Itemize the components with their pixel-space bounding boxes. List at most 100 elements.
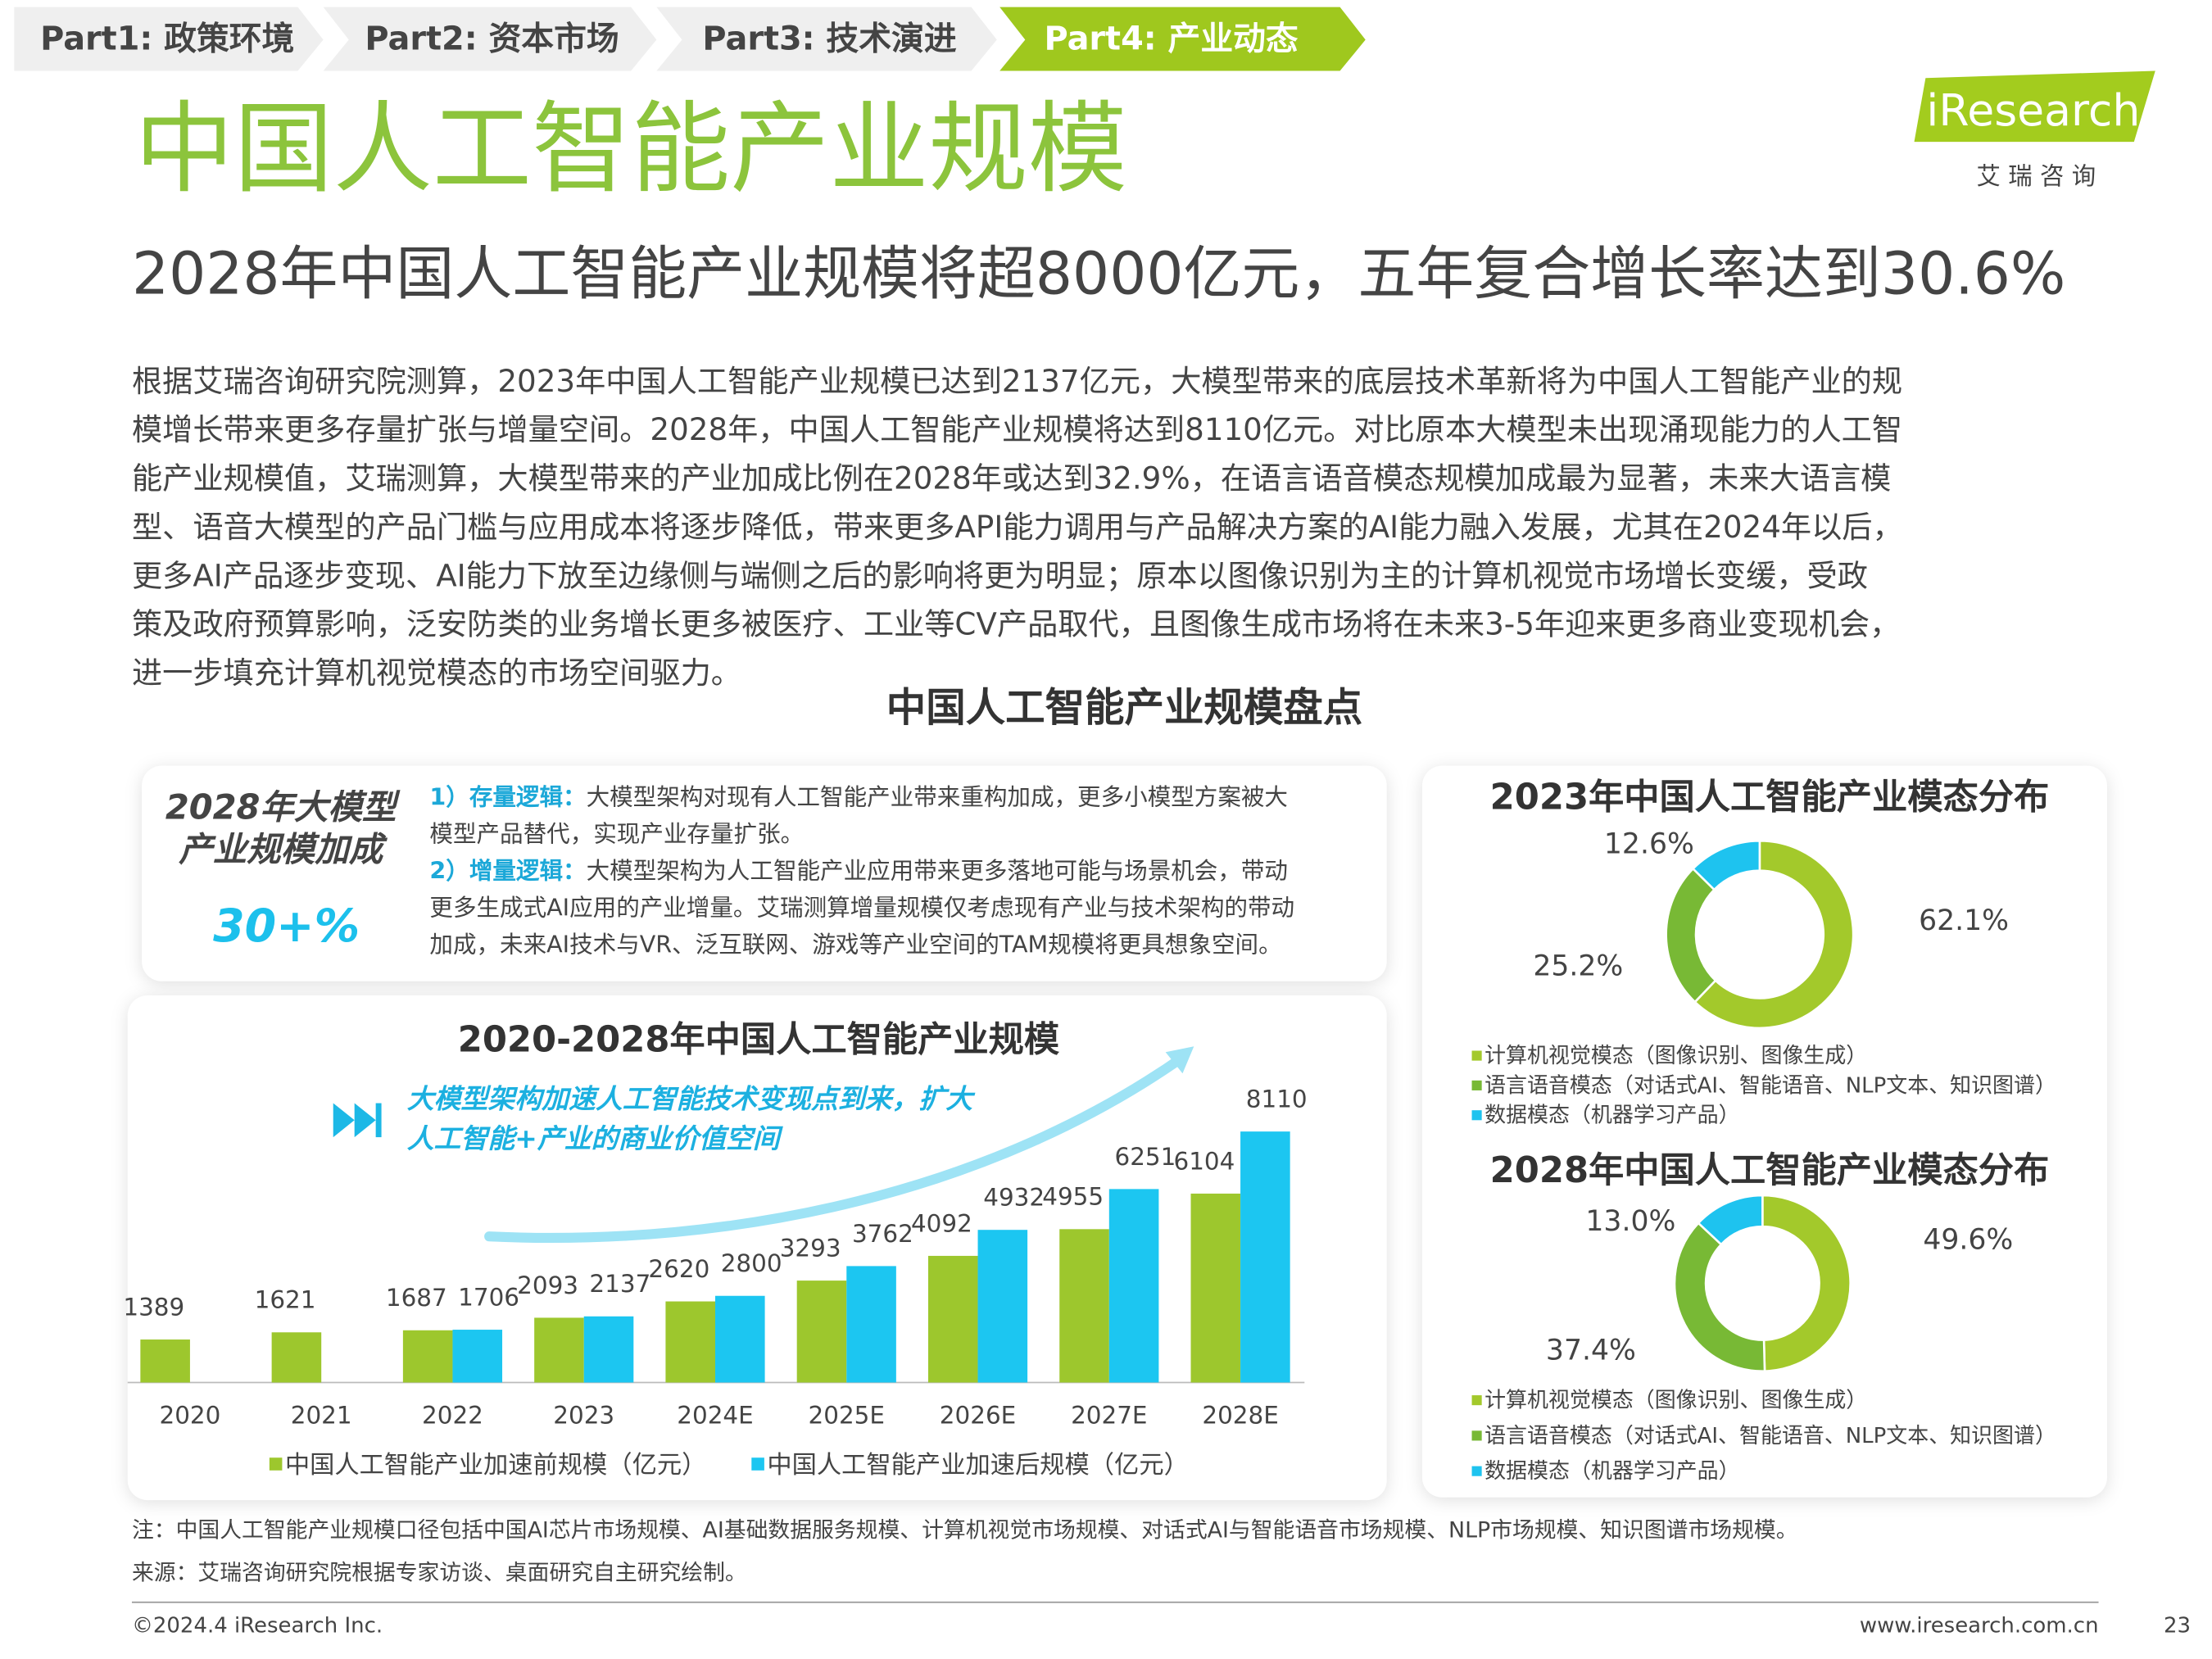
body-text: 根据艾瑞咨询研究院测算，2023年中国人工智能产业规模已达到2137亿元，大模型… (132, 363, 1903, 691)
x-tick-label: 2020 (160, 1402, 221, 1430)
body-line: 根据艾瑞咨询研究院测算，2023年中国人工智能产业规模已达到2137亿元，大模型… (132, 363, 1902, 399)
nav-tab[interactable] (656, 7, 997, 71)
nav-tab[interactable] (14, 7, 324, 71)
value-label: 2137 (589, 1270, 650, 1298)
donut-slice (1673, 1222, 1766, 1372)
bar (534, 1317, 584, 1383)
value-label: 37.4% (1546, 1334, 1636, 1367)
value-label: 1621 (255, 1286, 316, 1314)
legend-swatch (1471, 1110, 1482, 1121)
legend-label: 中国人工智能产业加速后规模（亿元） (767, 1451, 1189, 1480)
body-line: 模增长带来更多存量扩张与增量空间。2028年，中国人工智能产业规模将达到8110… (132, 411, 1902, 447)
arrow-head (1165, 1046, 1194, 1074)
item-line: 模型产品替代，实现产业存量扩张。 (429, 819, 804, 847)
ff-icon (375, 1103, 382, 1138)
highlight-items: 1）存量逻辑：大模型架构对现有人工智能产业带来重构加成，更多小模型方案被大模型产… (429, 782, 1294, 958)
donut-slice (1697, 1194, 1764, 1246)
legend-label: 计算机视觉模态（图像识别、图像生成） (1484, 1044, 1867, 1068)
bar (977, 1230, 1028, 1383)
bar (1059, 1229, 1109, 1383)
value-label: 8110 (1246, 1086, 1308, 1113)
legend-swatch (1471, 1050, 1482, 1061)
note: 注：中国人工智能产业规模口径包括中国AI芯片市场规模、AI基础数据服务规模、计算… (132, 1518, 1798, 1543)
legend-label: 数据模态（机器学习产品） (1484, 1104, 1739, 1128)
legend-swatch (1471, 1430, 1482, 1441)
legend-label: 计算机视觉模态（图像识别、图像生成） (1484, 1388, 1867, 1412)
item-line: 加成，未来AI技术与VR、泛互联网、游戏等产业空间的TAM规模将更具想象空间。 (429, 930, 1281, 958)
pie-panel (1421, 765, 2107, 1498)
body-line: 策及政府预算影响，泛安防类的业务增长更多被医疗、工业等CV产品取代，且图像生成市… (132, 606, 1900, 642)
item-text: 更多生成式AI应用的产业增量。艾瑞测算增量规模仅考虑现有产业与技术架构的带动 (429, 893, 1294, 921)
value-label: 6104 (1174, 1147, 1235, 1175)
legend-label: 数据模态（机器学习产品） (1484, 1459, 1739, 1484)
bar (715, 1295, 765, 1383)
nav-label[interactable]: Part4: 产业动态 (1044, 20, 1298, 58)
highlight-panel (142, 765, 1387, 981)
chart-title: 2023年中国人工智能产业模态分布 (1490, 777, 2050, 818)
x-tick-label: 2023 (553, 1402, 614, 1430)
x-tick-label: 2026E (940, 1402, 1016, 1430)
value-label: 25.2% (1533, 950, 1623, 982)
logo-sub: 艾 瑞 咨 询 (1977, 162, 2096, 190)
bar (1190, 1193, 1241, 1383)
page-title: 中国人工智能产业规模 (134, 92, 1126, 207)
ff-icon (333, 1103, 355, 1138)
legend-swatch (1471, 1080, 1482, 1090)
value-label: 1687 (386, 1284, 447, 1312)
highlight-heading: 产业规模加成 (179, 829, 388, 869)
nav-label[interactable]: Part1: 政策环境 (40, 20, 294, 58)
annotation: 人工智能+产业的商业价值空间 (407, 1122, 784, 1154)
bar (1108, 1189, 1159, 1383)
nav-tab-active[interactable] (999, 7, 1366, 71)
value-label: 2620 (648, 1255, 709, 1283)
url: www.iresearch.com.cn (1860, 1614, 2099, 1639)
value-label: 4092 (911, 1209, 972, 1237)
item-label: 2）增量逻辑： (429, 856, 586, 884)
value-label: 2800 (721, 1249, 782, 1277)
value-label: 1706 (458, 1283, 519, 1311)
bar (846, 1266, 896, 1383)
nav-tab[interactable] (323, 7, 657, 71)
donut-slice (1691, 840, 1761, 891)
highlight-heading: 2028年大模型 (165, 786, 401, 827)
body-line: 进一步填充计算机视觉模态的市场空间驱力。 (132, 655, 741, 691)
value-label: 3293 (780, 1235, 841, 1262)
x-tick-label: 2027E (1071, 1402, 1147, 1430)
trend-arrow (484, 1051, 1190, 1243)
legend-label: 中国人工智能产业加速前规模（亿元） (285, 1451, 707, 1480)
value-label: 12.6% (1604, 828, 1694, 861)
value-label: 49.6% (1923, 1223, 2013, 1256)
legend-swatch (751, 1457, 764, 1471)
item-line: 1）存量逻辑：大模型架构对现有人工智能产业带来重构加成，更多小模型方案被大 (429, 782, 1288, 810)
item-text: 模型产品替代，实现产业存量扩张。 (429, 819, 804, 847)
nav-label[interactable]: Part3: 技术演进 (702, 20, 956, 58)
legend-swatch (269, 1457, 283, 1471)
bar (1240, 1131, 1290, 1383)
bar (452, 1330, 503, 1383)
value-label: 3762 (852, 1220, 913, 1248)
highlight-value: 30+% (213, 900, 360, 953)
legend-swatch (1471, 1466, 1482, 1476)
item-line: 2）增量逻辑：大模型架构为人工智能产业应用带来更多落地可能与场景机会，带动 (429, 856, 1288, 884)
value-label: 1389 (123, 1293, 184, 1321)
bar (271, 1332, 322, 1383)
value-label: 62.1% (1919, 904, 2009, 937)
page-number: 23 (2164, 1614, 2191, 1639)
x-tick-label: 2025E (809, 1402, 885, 1430)
logo-bg (1914, 70, 2155, 143)
value-label: 6251 (1115, 1143, 1176, 1171)
nav-label[interactable]: Part2: 资本市场 (365, 20, 619, 58)
subtitle: 2028年中国人工智能产业规模将超8000亿元，五年复合增长率达到30.6% (132, 240, 2065, 308)
bar (796, 1281, 847, 1383)
x-tick-label: 2024E (677, 1402, 753, 1430)
chart-title: 2020-2028年中国人工智能产业规模 (458, 1020, 1060, 1061)
footer: 注：中国人工智能产业规模口径包括中国AI芯片市场规模、AI基础数据服务规模、计算… (132, 1518, 2191, 1639)
donut-slice (1693, 840, 1855, 1030)
legend-label: 语言语音模态（对话式AI、智能语音、NLP文本、知识图谱） (1484, 1073, 2056, 1098)
item-text: 大模型架构对现有人工智能产业带来重构加成，更多小模型方案被大 (587, 782, 1288, 810)
value-label: 4955 (1042, 1183, 1104, 1211)
donut-slice (1761, 1194, 1852, 1372)
value-label: 13.0% (1585, 1205, 1675, 1238)
